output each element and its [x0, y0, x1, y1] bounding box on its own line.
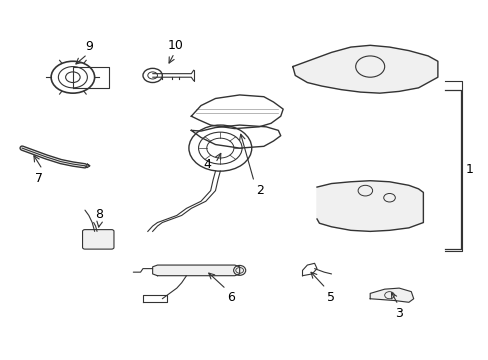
- Text: 8: 8: [95, 208, 103, 221]
- Text: 4: 4: [203, 158, 211, 171]
- Polygon shape: [152, 265, 239, 276]
- Text: 10: 10: [167, 39, 183, 52]
- Polygon shape: [316, 181, 423, 231]
- Text: 1: 1: [465, 163, 473, 176]
- Text: 3: 3: [394, 307, 402, 320]
- Text: 9: 9: [85, 40, 93, 53]
- Text: 6: 6: [227, 291, 235, 304]
- Polygon shape: [369, 288, 413, 302]
- Polygon shape: [292, 45, 437, 93]
- Text: 7: 7: [35, 172, 43, 185]
- Text: 5: 5: [326, 291, 334, 303]
- FancyBboxPatch shape: [82, 230, 114, 249]
- Ellipse shape: [233, 265, 245, 275]
- Text: 2: 2: [256, 184, 264, 197]
